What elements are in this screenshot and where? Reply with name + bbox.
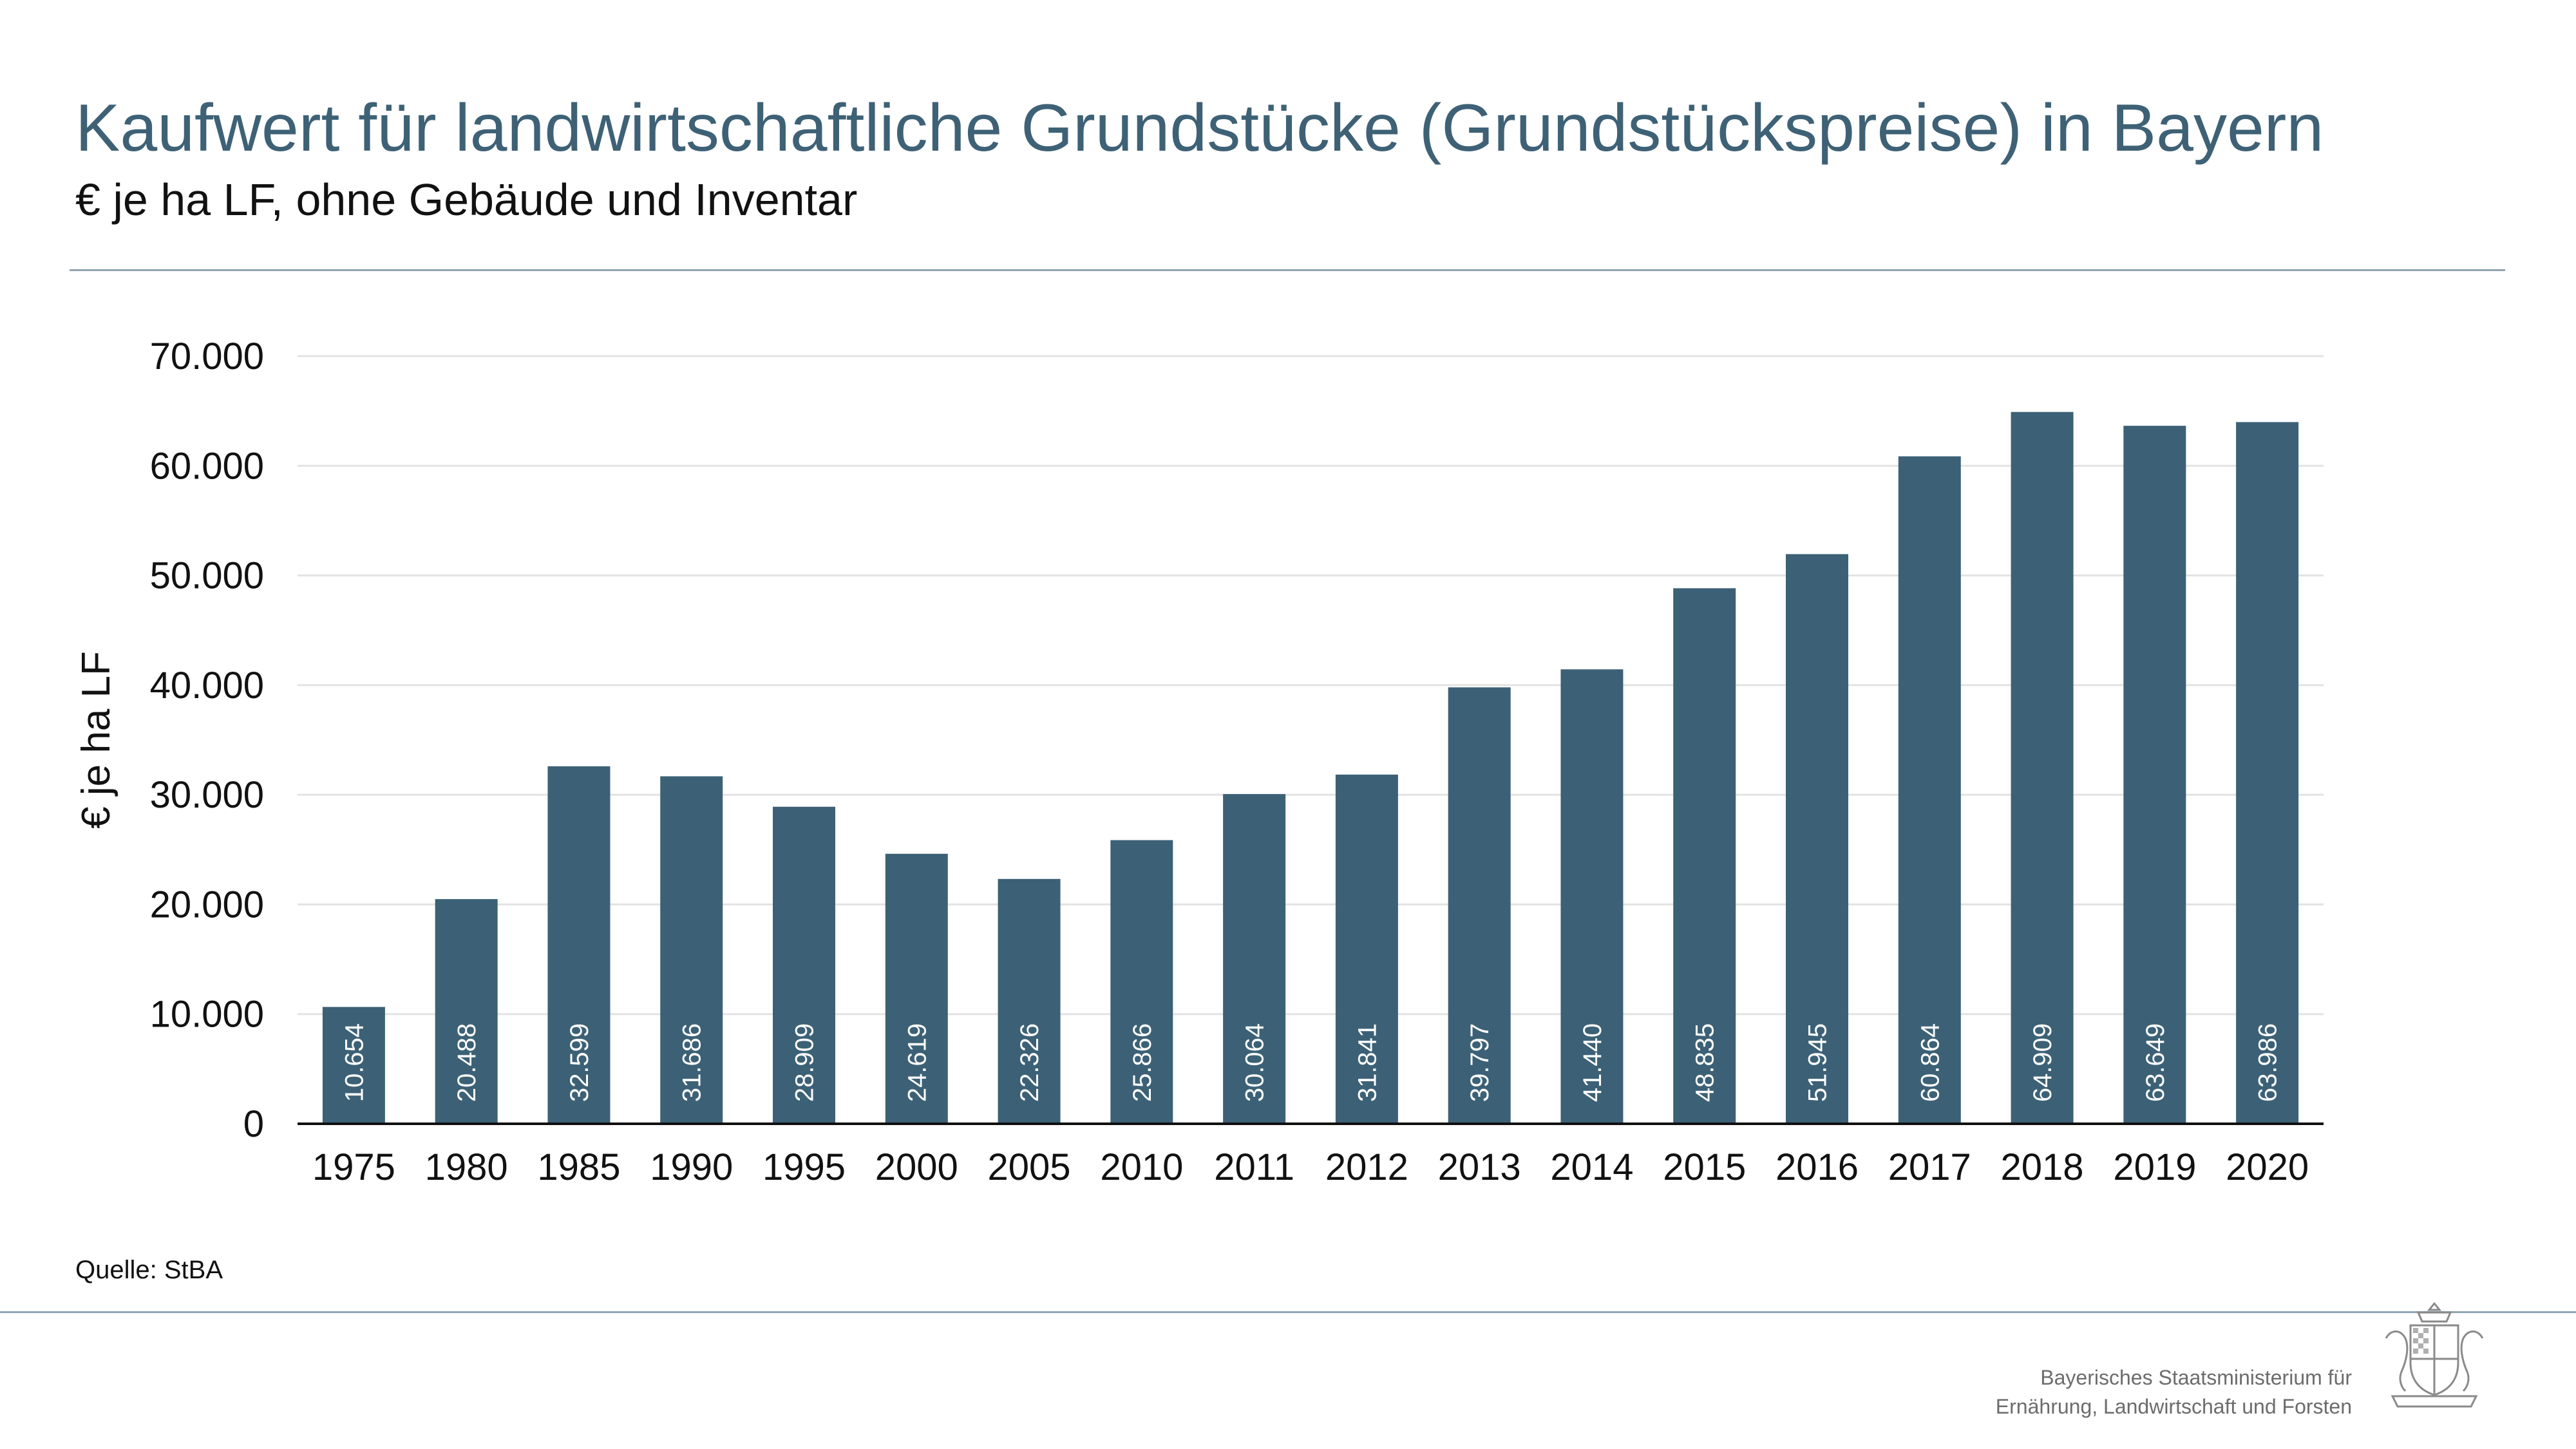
- y-tick-label: 50.000: [150, 555, 264, 597]
- bar: [2236, 422, 2299, 1124]
- bar: [2123, 426, 2186, 1124]
- bar-value-label: 32.599: [565, 1023, 594, 1102]
- source-note: Quelle: StBA: [75, 1256, 223, 1284]
- y-tick-label: 60.000: [150, 445, 264, 487]
- x-tick-label: 2018: [2001, 1146, 2084, 1188]
- x-tick-label: 2016: [1776, 1146, 1859, 1188]
- x-tick-label: 2012: [1325, 1146, 1408, 1188]
- bar: [885, 853, 948, 1124]
- y-axis-title: € je ha LF: [74, 651, 118, 829]
- bar: [1898, 456, 1961, 1124]
- bar: [322, 1007, 385, 1124]
- ministry-name-line-1: Bayerisches Staatsministerium für: [2040, 1366, 2352, 1389]
- bar-value-label: 63.986: [2254, 1023, 2282, 1102]
- bar: [1110, 840, 1173, 1124]
- bar-value-label: 31.841: [1353, 1023, 1381, 1102]
- bar-value-label: 39.797: [1466, 1023, 1494, 1102]
- bar: [2011, 412, 2074, 1124]
- header-divider: [70, 269, 2505, 271]
- y-tick-label: 0: [243, 1103, 264, 1145]
- bar: [1673, 588, 1736, 1124]
- x-tick-label: 1975: [312, 1146, 395, 1188]
- bar: [1223, 794, 1286, 1124]
- bar-value-label: 10.654: [340, 1023, 368, 1102]
- x-tick-label: 2010: [1100, 1146, 1183, 1188]
- bar: [660, 776, 723, 1124]
- bar-value-label: 25.866: [1128, 1023, 1157, 1102]
- bar: [1335, 774, 1398, 1124]
- bar: [435, 899, 498, 1124]
- bar-value-label: 20.488: [453, 1023, 481, 1102]
- chart-subtitle: € je ha LF, ohne Gebäude und Inventar: [75, 175, 858, 225]
- y-tick-label: 20.000: [150, 884, 264, 925]
- bar: [773, 806, 835, 1124]
- x-tick-label: 2005: [988, 1146, 1071, 1188]
- y-tick-label: 30.000: [150, 774, 264, 816]
- x-tick-label: 1990: [650, 1146, 733, 1188]
- bar: [1448, 687, 1511, 1124]
- ministry-name: Bayerisches Staatsministerium für Ernähr…: [1996, 1363, 2352, 1421]
- x-tick-label: 1995: [762, 1146, 846, 1188]
- x-tick-label: 1980: [425, 1146, 508, 1188]
- x-tick-label: 2011: [1214, 1146, 1294, 1188]
- bar-value-label: 24.619: [903, 1023, 931, 1102]
- bar-value-label: 48.835: [1691, 1023, 1719, 1102]
- chart-title: Kaufwert für landwirtschaftliche Grundst…: [75, 91, 2324, 166]
- bar-value-label: 30.064: [1241, 1023, 1269, 1102]
- x-tick-label: 2019: [2113, 1146, 2196, 1188]
- bar: [998, 878, 1061, 1124]
- bar-value-label: 51.945: [1804, 1023, 1832, 1102]
- x-tick-label: 2017: [1888, 1146, 1971, 1188]
- bar-value-label: 60.864: [1916, 1023, 1944, 1102]
- y-tick-label: 10.000: [150, 994, 264, 1036]
- bar-value-label: 41.440: [1578, 1023, 1607, 1102]
- bar-value-label: 63.649: [2141, 1023, 2170, 1102]
- y-tick-label: 40.000: [150, 665, 264, 706]
- footer-divider: [0, 1311, 2576, 1313]
- bar: [1560, 669, 1624, 1124]
- bar: [547, 766, 611, 1124]
- x-tick-label: 1985: [537, 1146, 620, 1188]
- bar: [1786, 554, 1848, 1124]
- bar-value-label: 31.686: [678, 1023, 706, 1102]
- x-tick-label: 2013: [1438, 1146, 1521, 1188]
- ministry-name-line-2: Ernährung, Landwirtschaft und Forsten: [1995, 1395, 2352, 1418]
- bar-value-label: 28.909: [791, 1023, 819, 1102]
- x-tick-label: 2020: [2226, 1146, 2309, 1188]
- x-tick-label: 2014: [1550, 1146, 1633, 1188]
- bar-value-label: 22.326: [1016, 1023, 1044, 1102]
- x-tick-label: 2015: [1663, 1146, 1746, 1188]
- bavarian-coat-of-arms-icon: [2385, 1302, 2484, 1408]
- bar-value-label: 64.909: [2029, 1023, 2057, 1102]
- x-tick-label: 2000: [875, 1146, 958, 1188]
- y-tick-label: 70.000: [150, 336, 264, 377]
